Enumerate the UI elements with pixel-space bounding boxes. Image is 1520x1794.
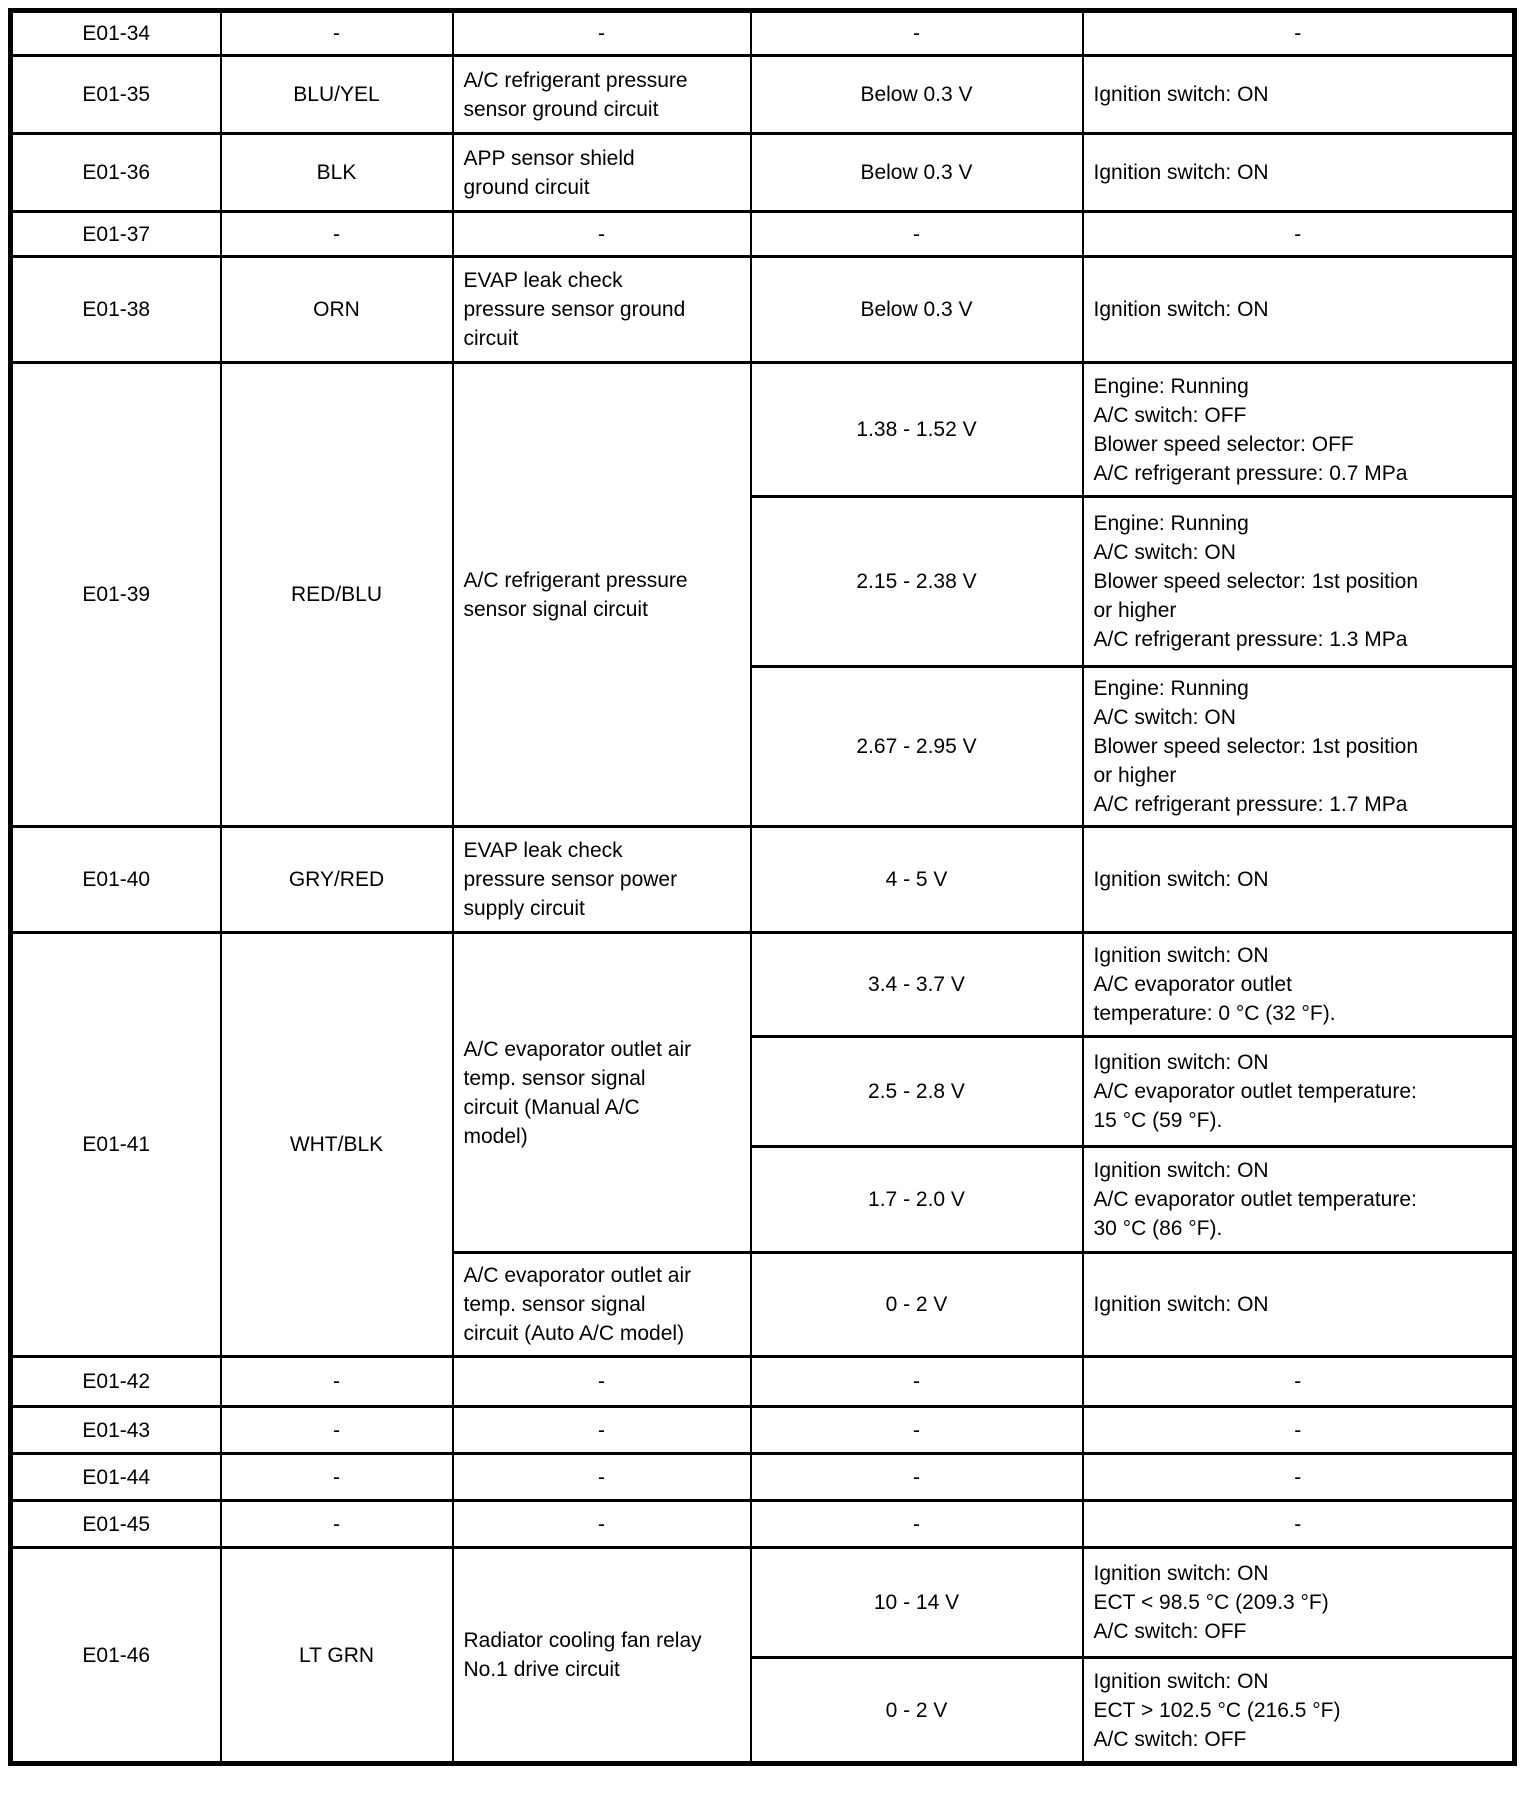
condition-cell: Ignition switch: ON	[1081, 132, 1516, 213]
condition-cell: Engine: Running A/C switch: ON Blower sp…	[1081, 665, 1516, 828]
voltage-cell: -	[749, 1452, 1084, 1502]
table-row: 2.15 - 2.38 V Engine: Running A/C switch…	[11, 495, 1516, 668]
circuit-cell: Radiator cooling fan relay No.1 drive ci…	[451, 1546, 752, 1765]
wire-color-cell: BLU/YEL	[219, 54, 454, 135]
circuit-cell: EVAP leak check pressure sensor power su…	[451, 825, 752, 934]
voltage-cell: -	[749, 9, 1084, 57]
table-row: E01-37 - - - -	[9, 210, 1516, 258]
circuit-cell: APP sensor shield ground circuit	[451, 132, 752, 213]
voltage-cell: -	[749, 1499, 1084, 1549]
condition-cell: Ignition switch: ON A/C evaporator outle…	[1081, 1145, 1516, 1254]
wire-color-cell: RED/BLU	[219, 361, 454, 828]
condition-cell: Ignition switch: ON ECT > 102.5 °C (216.…	[1081, 1656, 1516, 1765]
condition-cell: Ignition switch: ON ECT < 98.5 °C (209.3…	[1081, 1546, 1516, 1659]
condition-cell: Ignition switch: ON	[1081, 255, 1516, 364]
table-row: E01-36 BLK APP sensor shield ground circ…	[9, 132, 1516, 213]
table-row: A/C evaporator outlet air temp. sensor s…	[11, 1251, 1516, 1358]
terminal-cell: E01-44	[9, 1452, 222, 1502]
circuit-cell: -	[451, 1499, 752, 1549]
circuit-cell: A/C refrigerant pressure sensor ground c…	[451, 54, 752, 135]
table-row: E01-34 - - - -	[9, 9, 1516, 57]
circuit-cell: A/C evaporator outlet air temp. sensor s…	[451, 931, 752, 1254]
condition-cell: -	[1081, 1499, 1516, 1549]
voltage-cell: 2.5 - 2.8 V	[749, 1035, 1084, 1148]
voltage-cell: -	[749, 210, 1084, 258]
wire-color-cell: WHT/BLK	[219, 931, 454, 1358]
table-row: E01-41 WHT/BLK A/C evaporator outlet air…	[9, 931, 1516, 1358]
condition-cell: Ignition switch: ON A/C evaporator outle…	[1081, 931, 1516, 1038]
terminal-cell: E01-36	[9, 132, 222, 213]
table-row: E01-45 - - - -	[9, 1499, 1516, 1549]
condition-cell: Ignition switch: ON	[1081, 825, 1516, 934]
wire-color-cell: -	[219, 1499, 454, 1549]
terminal-cell: E01-38	[9, 255, 222, 364]
condition-cell: -	[1081, 1452, 1516, 1502]
condition-cell: -	[1081, 9, 1516, 57]
voltage-cell: 0 - 2 V	[749, 1251, 1084, 1358]
wire-color-cell: GRY/RED	[219, 825, 454, 934]
wire-color-cell: LT GRN	[219, 1546, 454, 1765]
condition-cell: Engine: Running A/C switch: OFF Blower s…	[1081, 361, 1516, 498]
terminal-cell: E01-35	[9, 54, 222, 135]
terminal-cell: E01-43	[9, 1405, 222, 1455]
condition-cell: Engine: Running A/C switch: ON Blower sp…	[1081, 495, 1516, 668]
wire-color-cell: -	[219, 1355, 454, 1408]
circuit-cell: A/C refrigerant pressure sensor signal c…	[451, 361, 752, 828]
circuit-cell: -	[451, 210, 752, 258]
voltage-cell: -	[749, 1405, 1084, 1455]
circuit-cell: EVAP leak check pressure sensor ground c…	[451, 255, 752, 364]
table-row: 2.5 - 2.8 V Ignition switch: ON A/C evap…	[11, 1035, 1516, 1148]
table-row: E01-44 - - - -	[9, 1452, 1516, 1502]
wire-color-cell: -	[219, 9, 454, 57]
terminal-voltage-table: E01-34 - - - - E01-35 BLU/YEL A/C refrig…	[8, 8, 1517, 1766]
voltage-cell: 2.15 - 2.38 V	[749, 495, 1084, 668]
voltage-cell: 3.4 - 3.7 V	[749, 931, 1084, 1038]
voltage-cell: 4 - 5 V	[749, 825, 1084, 934]
wire-color-cell: -	[219, 1405, 454, 1455]
voltage-cell: 1.38 - 1.52 V	[749, 361, 1084, 498]
table-row: E01-42 - - - -	[9, 1355, 1516, 1408]
condition-cell: -	[1081, 1405, 1516, 1455]
voltage-cell: Below 0.3 V	[749, 132, 1084, 213]
terminal-cell: E01-39	[9, 361, 222, 828]
table-row: 1.7 - 2.0 V Ignition switch: ON A/C evap…	[11, 1145, 1516, 1254]
terminal-cell: E01-46	[9, 1546, 222, 1765]
table-row: 0 - 2 V Ignition switch: ON ECT > 102.5 …	[11, 1656, 1516, 1765]
terminal-cell: E01-40	[9, 825, 222, 934]
condition-cell: -	[1081, 210, 1516, 258]
table-row: E01-38 ORN EVAP leak check pressure sens…	[9, 255, 1516, 364]
voltage-cell: 10 - 14 V	[749, 1546, 1084, 1659]
terminal-cell: E01-34	[9, 9, 222, 57]
condition-cell: Ignition switch: ON	[1081, 54, 1516, 135]
circuit-cell: -	[451, 9, 752, 57]
wire-color-cell: ORN	[219, 255, 454, 364]
voltage-cell: Below 0.3 V	[749, 255, 1084, 364]
wire-color-cell: BLK	[219, 132, 454, 213]
voltage-cell: -	[749, 1355, 1084, 1408]
condition-cell: Ignition switch: ON A/C evaporator outle…	[1081, 1035, 1516, 1148]
wire-color-cell: -	[219, 210, 454, 258]
voltage-cell: Below 0.3 V	[749, 54, 1084, 135]
table-row: E01-46 LT GRN Radiator cooling fan relay…	[9, 1546, 1516, 1765]
condition-cell: Ignition switch: ON	[1081, 1251, 1516, 1358]
circuit-cell: -	[451, 1405, 752, 1455]
table-row: E01-35 BLU/YEL A/C refrigerant pressure …	[9, 54, 1516, 135]
table-row: E01-39 RED/BLU A/C refrigerant pressure …	[9, 361, 1516, 828]
circuit-cell: A/C evaporator outlet air temp. sensor s…	[451, 1251, 752, 1358]
condition-cell: -	[1081, 1355, 1516, 1408]
terminal-cell: E01-42	[9, 1355, 222, 1408]
voltage-cell: 1.7 - 2.0 V	[749, 1145, 1084, 1254]
circuit-cell: -	[451, 1452, 752, 1502]
table-row: 2.67 - 2.95 V Engine: Running A/C switch…	[11, 665, 1516, 828]
terminal-cell: E01-37	[9, 210, 222, 258]
terminal-cell: E01-41	[9, 931, 222, 1358]
wire-color-cell: -	[219, 1452, 454, 1502]
terminal-cell: E01-45	[9, 1499, 222, 1549]
voltage-cell: 2.67 - 2.95 V	[749, 665, 1084, 828]
voltage-cell: 0 - 2 V	[749, 1656, 1084, 1765]
table-row: E01-43 - - - -	[9, 1405, 1516, 1455]
table-row: E01-40 GRY/RED EVAP leak check pressure …	[9, 825, 1516, 934]
circuit-cell: -	[451, 1355, 752, 1408]
